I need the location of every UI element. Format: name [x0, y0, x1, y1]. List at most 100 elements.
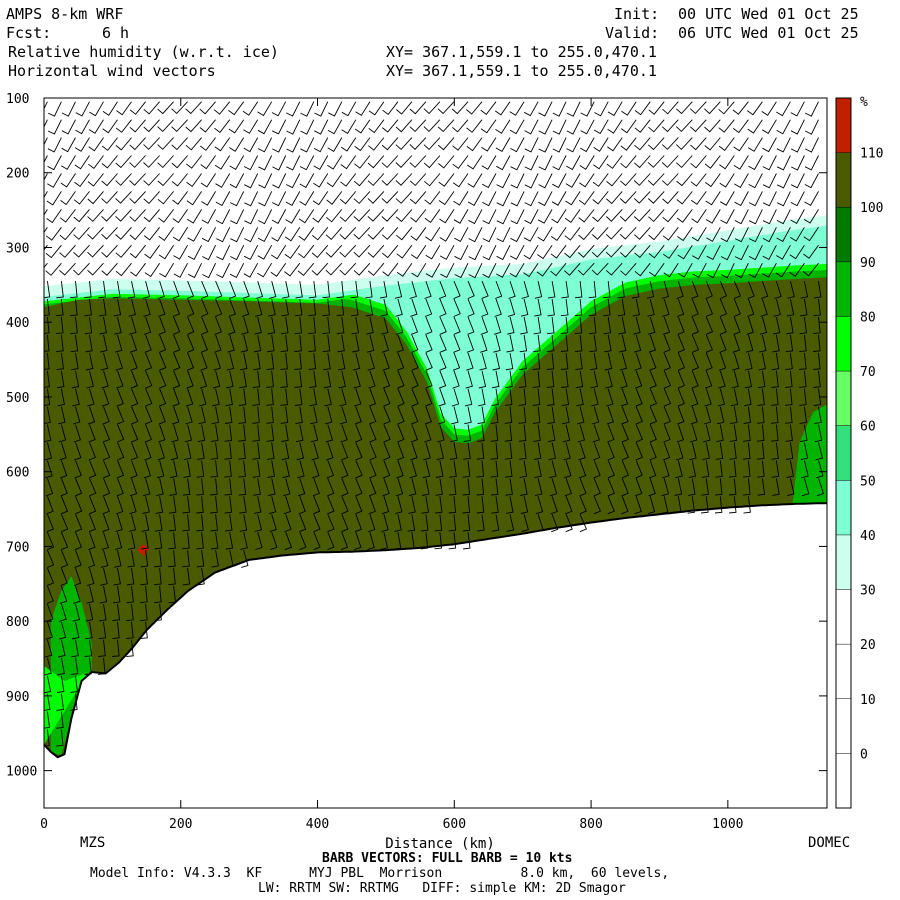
- wind-barb: [635, 388, 643, 407]
- wind-barb: [299, 532, 307, 551]
- wind-barb: [383, 406, 391, 425]
- wind-barb: [257, 244, 273, 260]
- wind-barb: [257, 101, 273, 117]
- init-value: 00 UTC Wed 01 Oct 25: [678, 5, 859, 23]
- wind-barb: [785, 388, 793, 406]
- wind-barb: [734, 173, 749, 189]
- wind-barb: [481, 298, 489, 317]
- wind-barb: [634, 137, 651, 151]
- wind-barb: [367, 191, 385, 204]
- wind-barb: [548, 442, 557, 461]
- wind-barb: [491, 370, 500, 389]
- wind-barb: [479, 352, 487, 371]
- wind-barb: [87, 191, 104, 205]
- colorbar-segment: [836, 589, 851, 645]
- wind-barb: [565, 173, 581, 188]
- wind-barb: [201, 316, 209, 335]
- wind-barb: [689, 424, 698, 443]
- wind-barb: [44, 191, 48, 199]
- wind-barb: [803, 244, 819, 259]
- wind-barb: [676, 424, 685, 443]
- wind-barb: [157, 173, 174, 187]
- wind-barb: [183, 442, 192, 461]
- wind-barb: [720, 209, 735, 225]
- wind-barb: [621, 101, 637, 116]
- wind-barb: [158, 388, 167, 407]
- wind-barb: [492, 352, 501, 371]
- wind-barb: [718, 119, 735, 133]
- wind-barb: [102, 119, 118, 134]
- wind-barb: [538, 173, 553, 189]
- wind-barb: [448, 496, 457, 514]
- start-label: MZS: [80, 835, 105, 851]
- wind-barb: [86, 585, 94, 604]
- wind-barb: [44, 711, 51, 729]
- wind-barb: [258, 191, 273, 207]
- wind-barb: [327, 496, 335, 515]
- wind-barb: [308, 298, 316, 317]
- wind-barb: [747, 280, 755, 300]
- wind-barb: [560, 352, 569, 370]
- colorbar-label: 50: [860, 474, 876, 489]
- wind-barb: [126, 603, 134, 622]
- wind-barb: [453, 209, 469, 224]
- wind-barb: [532, 352, 541, 370]
- wind-barb: [607, 496, 615, 515]
- wind-barb: [537, 209, 553, 224]
- wind-barb: [408, 478, 417, 497]
- wind-barb: [800, 424, 808, 442]
- wind-barb: [523, 262, 539, 278]
- wind-barb: [86, 370, 94, 389]
- wind-barb: [617, 298, 626, 317]
- wind-barb: [196, 532, 204, 550]
- wind-barb: [467, 191, 483, 207]
- wind-barb: [269, 514, 277, 533]
- wind-barb: [280, 370, 288, 388]
- wind-barb: [771, 442, 779, 460]
- wind-barb: [126, 568, 135, 586]
- wind-barb: [270, 532, 278, 551]
- wind-barb: [168, 568, 176, 586]
- wind-barb: [524, 155, 539, 171]
- wind-barb: [519, 352, 527, 371]
- wind-barb: [731, 370, 739, 389]
- wind-barb: [772, 316, 781, 335]
- wind-barb: [73, 244, 90, 258]
- wind-barb: [226, 352, 235, 371]
- wind-barb: [466, 352, 474, 371]
- wind-barb: [409, 191, 427, 205]
- wind-barb: [493, 334, 501, 353]
- wind-barb: [777, 173, 791, 189]
- wind-barb: [112, 639, 120, 657]
- wind-barb: [308, 352, 317, 371]
- x-tick-label: 800: [579, 817, 602, 832]
- wind-barb: [714, 496, 723, 514]
- wind-barb: [114, 334, 123, 353]
- wind-barb: [354, 155, 371, 169]
- wind-barb: [56, 352, 65, 371]
- wind-barb: [534, 460, 542, 479]
- wind-barb: [239, 496, 247, 514]
- wind-barb: [338, 370, 346, 389]
- wind-barb: [270, 262, 287, 277]
- wind-barb: [677, 316, 685, 335]
- wind-barb: [100, 352, 109, 371]
- wind-barb: [112, 585, 121, 604]
- wind-barb: [309, 370, 317, 389]
- wind-barb: [355, 424, 363, 443]
- wind-barb: [72, 406, 81, 425]
- wind-barb: [757, 406, 765, 424]
- wind-barb: [254, 496, 262, 514]
- wind-barb: [719, 316, 727, 335]
- wind-barb: [745, 334, 754, 353]
- wind-barb: [45, 262, 62, 276]
- wind-barb: [691, 227, 707, 242]
- wind-barb: [590, 370, 599, 389]
- wind-barb: [438, 388, 446, 407]
- wind-barb: [439, 227, 455, 242]
- colorbar-segment: [836, 371, 851, 426]
- wind-barb: [199, 119, 216, 133]
- wind-barb: [322, 316, 330, 335]
- wind-barb: [87, 173, 104, 187]
- wind-barb: [185, 406, 193, 425]
